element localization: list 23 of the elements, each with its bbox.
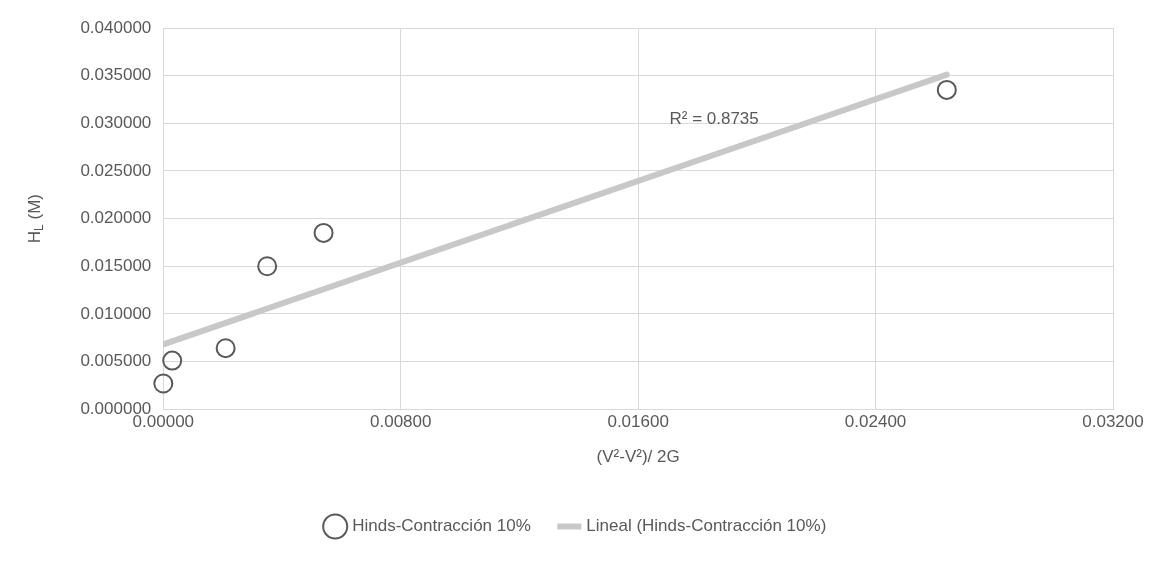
y-tick-label: 0.035000 [80,65,152,85]
y-tick-label: 0.020000 [80,208,152,228]
point [153,373,174,394]
y-tick-label: 0.010000 [80,303,152,323]
x-tick-label: 0.00800 [370,412,432,432]
y-tick-label: 0.015000 [80,255,152,275]
point [936,79,957,100]
annotation: R² = 0.8735 [669,109,759,129]
y-tick-label: 0.025000 [80,160,152,180]
point [257,256,278,277]
x-tick-label: 0.01600 [607,412,669,432]
point [162,350,183,371]
legend-label: Lineal (Hinds-Contracción 10%) [586,516,827,536]
point [215,338,236,359]
legend-label: Hinds-Contracción 10% [352,516,531,536]
x-tick-label: 0.03200 [1082,412,1144,432]
point [313,222,334,243]
y-tick-label: 0.030000 [80,112,152,132]
y-tick-label: 0.040000 [80,17,152,37]
y-axis-title: HL (M) [24,194,47,244]
x-tick-label: 0.02400 [844,412,907,432]
x-axis-title: (V²-V²)/ 2G [596,447,680,467]
y-tick-label: 0.005000 [80,351,152,371]
